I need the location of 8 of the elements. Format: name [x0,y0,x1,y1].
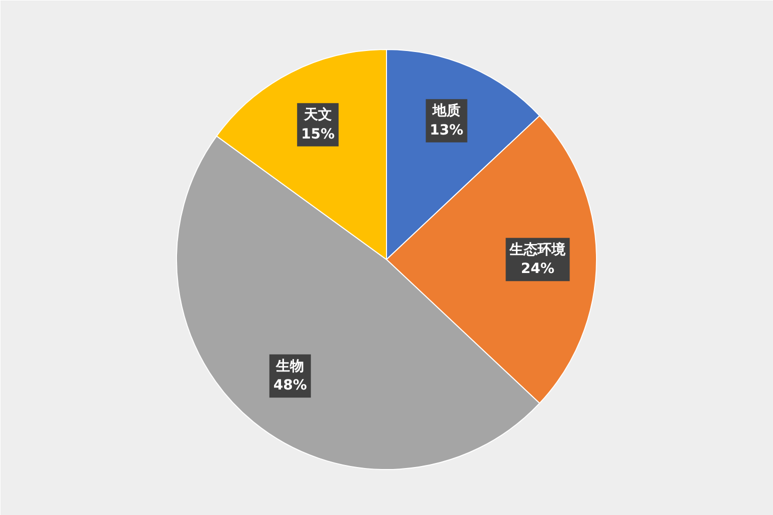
data-label: 13% [430,122,464,138]
data-label: 15% [301,126,335,142]
data-label: 48% [273,378,307,394]
slice-label: 天文 [302,106,332,124]
slice-label: 生态环境 [508,240,567,258]
slice-label: 地质 [432,102,461,120]
data-label: 24% [520,261,554,278]
slice-label: 生物 [275,358,304,374]
